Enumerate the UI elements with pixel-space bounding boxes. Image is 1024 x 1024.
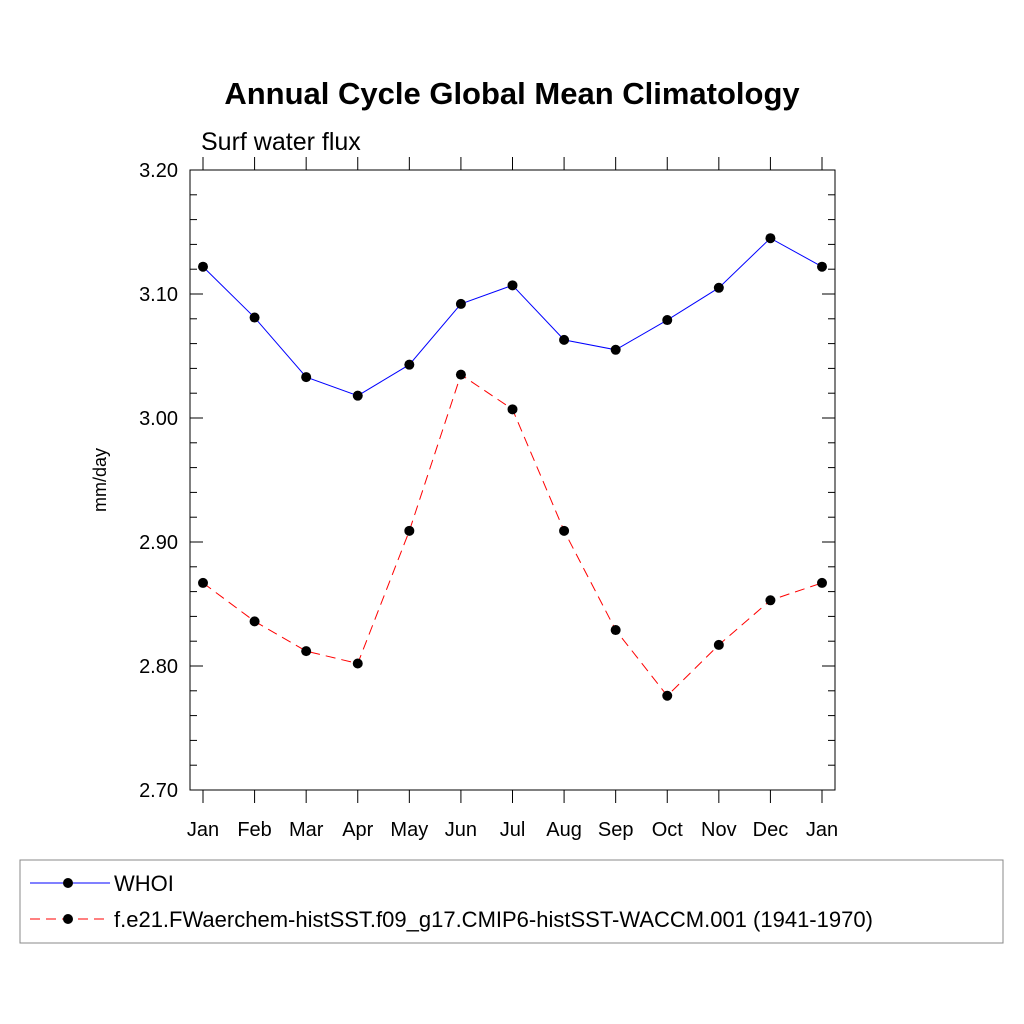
- chart-title: Annual Cycle Global Mean Climatology: [224, 76, 800, 111]
- y-tick-label: 2.70: [139, 780, 178, 802]
- x-tick-label: Jun: [445, 819, 477, 841]
- series-1-point: [455, 298, 466, 309]
- x-tick-labels: Jan Feb Mar Apr May Jun Jul Aug Sep Oct Nov Dec Jan: [187, 819, 838, 841]
- series-1-point: [249, 312, 260, 323]
- series-2-point: [249, 616, 260, 627]
- x-tick-label: Sep: [598, 819, 634, 841]
- series-1-point: [301, 372, 312, 383]
- series-1-point: [404, 359, 415, 370]
- series-2-point: [404, 525, 415, 536]
- tick-marks: [190, 157, 835, 803]
- series-1-point: [198, 261, 208, 272]
- x-tick-label: Jul: [500, 819, 526, 841]
- series-line-1: [202, 237, 823, 397]
- series-1-point: [610, 344, 621, 355]
- legend-label-2: f.e21.FWaerchem-histSST.f09_g17.CMIP6-hi…: [114, 907, 873, 932]
- y-axis-label: mm/day: [90, 448, 110, 512]
- x-tick-label: May: [390, 819, 428, 841]
- y-tick-label: 2.90: [139, 532, 178, 554]
- series-1-point: [817, 261, 827, 272]
- legend-label-1: WHOI: [114, 871, 174, 896]
- series-1-point: [559, 334, 570, 345]
- series-2-point: [559, 525, 570, 536]
- series-2-point: [198, 577, 208, 588]
- series-2-point: [662, 690, 673, 701]
- y-tick-label: 3.20: [139, 160, 178, 182]
- y-tick-labels: 2.70 2.80 2.90 3.00 3.10 3.20: [139, 160, 178, 802]
- series-2-point: [352, 658, 363, 669]
- series-1-point: [662, 315, 673, 326]
- legend-box: [19, 859, 1004, 944]
- chart-subtitle: Surf water flux: [201, 128, 361, 156]
- x-tick-label: Nov: [701, 819, 737, 841]
- x-tick-label: Jan: [187, 819, 219, 841]
- x-tick-label: Feb: [237, 819, 271, 841]
- x-tick-label: Oct: [652, 819, 684, 841]
- x-tick-label: Dec: [753, 819, 789, 841]
- x-tick-label: Apr: [342, 819, 373, 841]
- legend: WHOI f.e21.FWaerchem-histSST.f09_g17.CMIP…: [30, 871, 873, 932]
- x-tick-label: Jan: [806, 819, 838, 841]
- y-tick-label: 3.10: [139, 284, 178, 306]
- series-2-point: [610, 625, 621, 636]
- series-2-point: [455, 369, 466, 380]
- series-1-point: [352, 390, 363, 401]
- series-1-point: [507, 280, 518, 291]
- series-1-point: [765, 233, 776, 244]
- legend-marker-1: [63, 878, 73, 888]
- y-tick-label: 2.80: [139, 656, 178, 678]
- series-2-point: [301, 646, 312, 657]
- x-tick-label: Aug: [546, 819, 582, 841]
- series-2-point: [765, 595, 776, 606]
- plot-frame: [189, 169, 836, 791]
- x-tick-label: Mar: [289, 819, 324, 841]
- series-2-point: [507, 404, 518, 415]
- legend-marker-2: [63, 914, 73, 924]
- series-2-point: [713, 639, 724, 650]
- y-tick-label: 3.00: [139, 408, 178, 430]
- series-2-point: [817, 577, 827, 588]
- series-1-point: [713, 282, 724, 293]
- series-line-2: [202, 373, 823, 697]
- series-layer: [198, 233, 827, 701]
